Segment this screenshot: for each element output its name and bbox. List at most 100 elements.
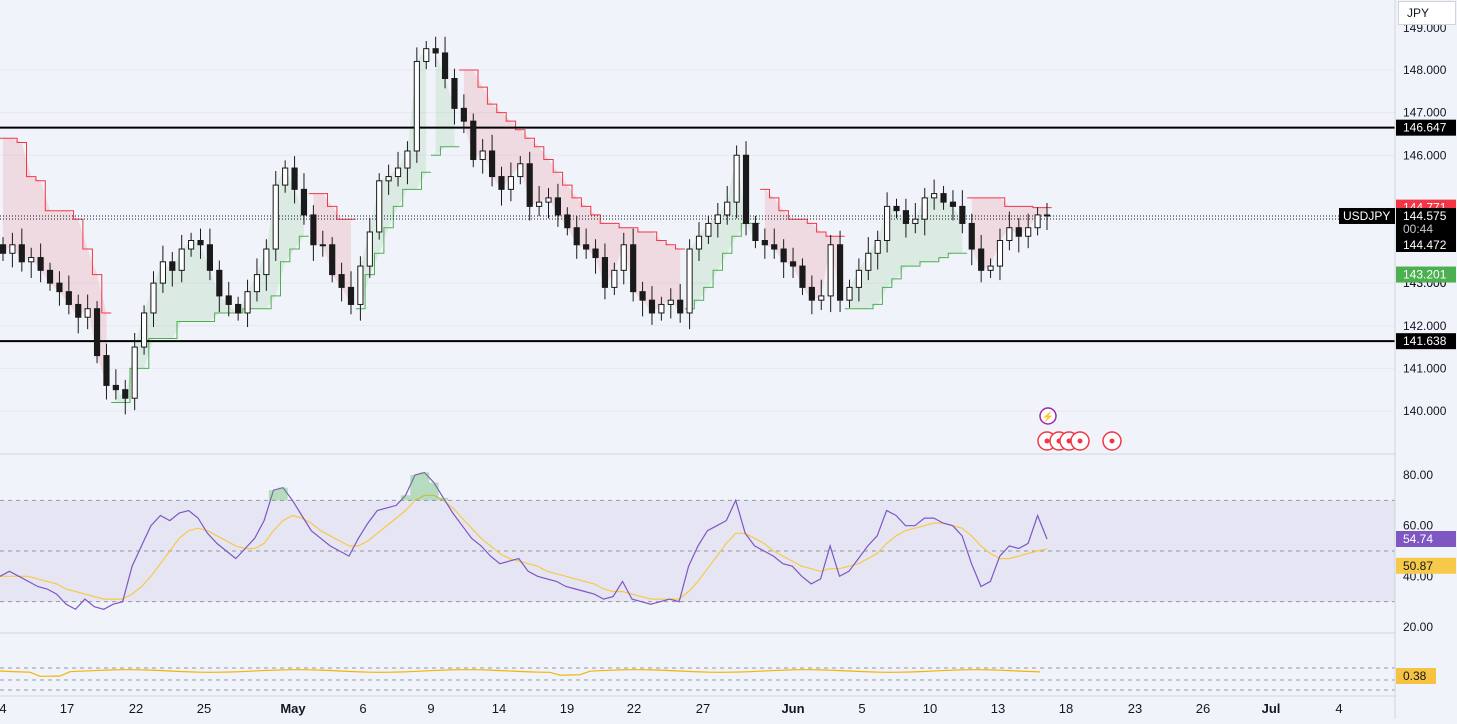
horizontal-levels[interactable] <box>0 126 1395 343</box>
candle[interactable] <box>394 151 402 187</box>
candle[interactable] <box>884 192 891 253</box>
candle[interactable] <box>451 68 458 125</box>
candle[interactable] <box>554 183 562 227</box>
candle[interactable] <box>949 190 957 221</box>
candle[interactable] <box>620 232 627 285</box>
candle[interactable] <box>0 237 7 261</box>
candle[interactable] <box>996 228 1004 281</box>
candle[interactable] <box>75 294 82 334</box>
candle[interactable] <box>799 258 806 296</box>
candle[interactable] <box>865 237 872 281</box>
candle[interactable] <box>836 230 844 313</box>
candle[interactable] <box>366 217 373 279</box>
candle[interactable] <box>611 262 618 296</box>
candle[interactable] <box>959 190 966 234</box>
candle[interactable] <box>705 215 712 244</box>
currency-selector[interactable]: JPY <box>1398 1 1456 25</box>
candle[interactable] <box>413 47 420 163</box>
candle[interactable] <box>460 94 467 134</box>
candle[interactable] <box>808 275 815 315</box>
candle[interactable] <box>677 283 684 323</box>
candle[interactable] <box>978 234 985 283</box>
candle[interactable] <box>310 205 317 261</box>
candle[interactable] <box>968 213 975 266</box>
candle[interactable] <box>855 258 862 302</box>
candle[interactable] <box>432 36 439 68</box>
candle[interactable] <box>498 166 505 206</box>
candle[interactable] <box>423 41 430 70</box>
candle[interactable] <box>169 252 176 287</box>
candle[interactable] <box>1043 202 1051 231</box>
candle[interactable] <box>573 215 580 259</box>
candle[interactable] <box>714 202 721 238</box>
candle[interactable] <box>9 232 16 268</box>
candle[interactable] <box>1034 207 1041 236</box>
candle[interactable] <box>338 262 345 302</box>
candle[interactable] <box>319 230 326 257</box>
candle[interactable] <box>479 139 486 174</box>
candle[interactable] <box>940 185 947 210</box>
candlestick-series[interactable] <box>0 36 1051 415</box>
candle[interactable] <box>112 369 119 400</box>
candle[interactable] <box>93 301 101 364</box>
candle[interactable] <box>197 228 204 259</box>
candle[interactable] <box>84 294 91 330</box>
candle[interactable] <box>507 162 514 202</box>
candle[interactable] <box>752 215 759 249</box>
candle[interactable] <box>178 234 185 283</box>
candle[interactable] <box>742 141 750 236</box>
candle[interactable] <box>441 36 449 89</box>
candle[interactable] <box>404 141 411 185</box>
candle[interactable] <box>667 288 674 319</box>
candle[interactable] <box>648 286 656 325</box>
candle[interactable] <box>987 258 994 279</box>
candle[interactable] <box>789 247 797 279</box>
candle[interactable] <box>122 379 129 415</box>
candle[interactable] <box>150 271 157 328</box>
candle[interactable] <box>639 281 646 317</box>
candle[interactable] <box>206 228 214 281</box>
candle[interactable] <box>583 228 590 259</box>
price-axis[interactable]: 140.000141.000142.000143.000146.000147.0… <box>1339 0 1457 719</box>
candle[interactable] <box>874 230 881 270</box>
candle[interactable] <box>488 134 496 187</box>
candle[interactable] <box>846 279 853 308</box>
candle[interactable] <box>357 256 364 321</box>
candle[interactable] <box>131 332 138 411</box>
candle[interactable] <box>37 243 44 283</box>
candle[interactable] <box>893 198 900 219</box>
candle[interactable] <box>601 243 609 300</box>
candle[interactable] <box>564 207 571 236</box>
candle[interactable] <box>912 202 919 234</box>
candle[interactable] <box>470 113 477 168</box>
candle[interactable] <box>56 271 63 306</box>
candle[interactable] <box>225 281 232 317</box>
candle[interactable] <box>592 239 599 274</box>
candle[interactable] <box>658 296 665 321</box>
candle[interactable] <box>695 222 703 261</box>
candle[interactable] <box>526 151 533 221</box>
candle[interactable] <box>329 237 336 283</box>
candle[interactable] <box>376 173 383 240</box>
rsi-pane[interactable] <box>0 471 1395 611</box>
candle[interactable] <box>291 156 298 204</box>
event-markers[interactable]: ⚡ <box>1037 407 1122 451</box>
candle[interactable] <box>517 156 524 185</box>
candle[interactable] <box>771 228 778 259</box>
candle[interactable] <box>159 245 166 293</box>
candle[interactable] <box>385 164 392 195</box>
candle[interactable] <box>1006 211 1013 251</box>
candle[interactable] <box>724 185 731 225</box>
candle[interactable] <box>902 198 910 238</box>
oscillator-pane[interactable] <box>0 667 1395 691</box>
candle[interactable] <box>263 239 270 291</box>
candle[interactable] <box>630 228 637 302</box>
candle[interactable] <box>28 247 35 279</box>
candle[interactable] <box>216 260 223 313</box>
candle[interactable] <box>188 232 195 257</box>
candle[interactable] <box>140 305 148 355</box>
candle[interactable] <box>686 239 693 330</box>
